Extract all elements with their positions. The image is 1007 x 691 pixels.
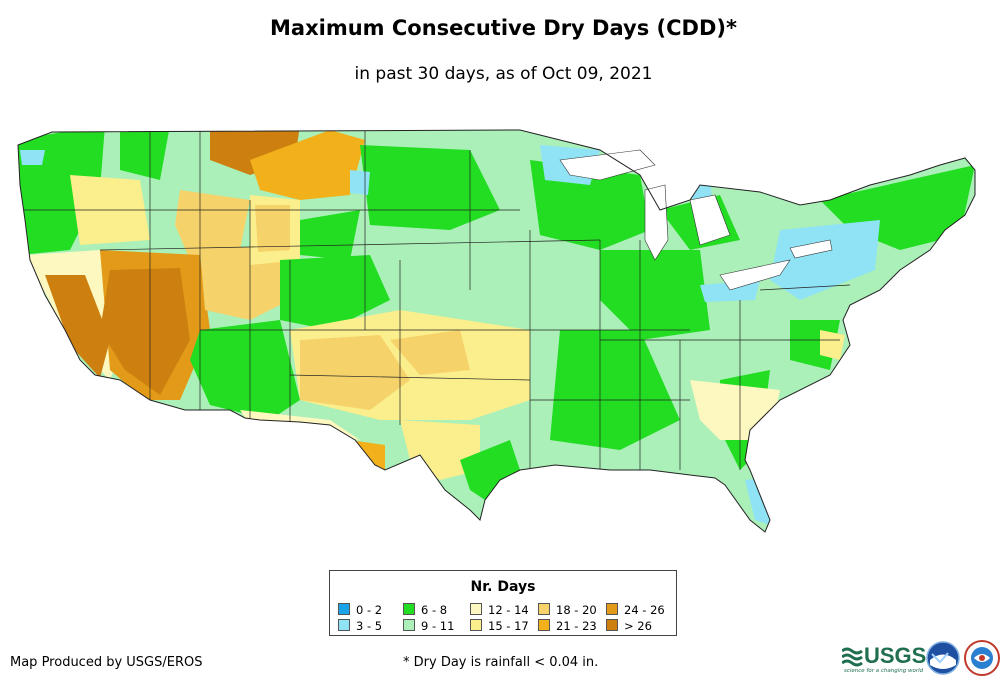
cdd-map xyxy=(17,129,976,533)
legend-item: 24 - 26 xyxy=(606,603,665,616)
legend-item: 3 - 5 xyxy=(338,619,382,632)
legend: Nr. Days 0 - 2 3 - 5 6 - 8 9 - 11 12 - 1… xyxy=(329,570,677,636)
legend-title: Nr. Days xyxy=(470,579,536,595)
legend-item: > 26 xyxy=(606,619,652,632)
legend-swatch xyxy=(338,619,350,631)
legend-item: 9 - 11 xyxy=(403,619,454,632)
map-subtitle: in past 30 days, as of Oct 09, 2021 xyxy=(354,64,653,84)
legend-swatch xyxy=(470,619,482,631)
agency-logos: USGS science for a changing world xyxy=(842,639,1002,679)
map-title: Maximum Consecutive Dry Days (CDD)* xyxy=(270,16,737,40)
map-credit: Map Produced by USGS/EROS xyxy=(10,655,203,670)
legend-item: 12 - 14 xyxy=(470,603,529,616)
legend-item: 6 - 8 xyxy=(403,603,447,616)
usgs-tagline: science for a changing world xyxy=(844,668,924,674)
legend-swatch xyxy=(538,619,550,631)
legend-item: 21 - 23 xyxy=(538,619,597,632)
usgs-logo-text: USGS xyxy=(864,643,927,668)
noaa-logo-icon xyxy=(926,641,960,675)
legend-item: 18 - 20 xyxy=(538,603,597,616)
dry-day-footnote: * Dry Day is rainfall < 0.04 in. xyxy=(403,655,599,670)
legend-item: 0 - 2 xyxy=(338,603,382,616)
legend-swatch xyxy=(538,603,550,615)
usgs-logo-icon xyxy=(842,647,863,667)
legend-swatch xyxy=(470,603,482,615)
legend-swatch xyxy=(606,603,618,615)
legend-swatch xyxy=(403,619,415,631)
legend-swatch xyxy=(338,603,350,615)
legend-swatch xyxy=(606,619,618,631)
legend-item: 15 - 17 xyxy=(470,619,529,632)
legend-swatch xyxy=(403,603,415,615)
nws-logo-icon xyxy=(964,640,1000,676)
